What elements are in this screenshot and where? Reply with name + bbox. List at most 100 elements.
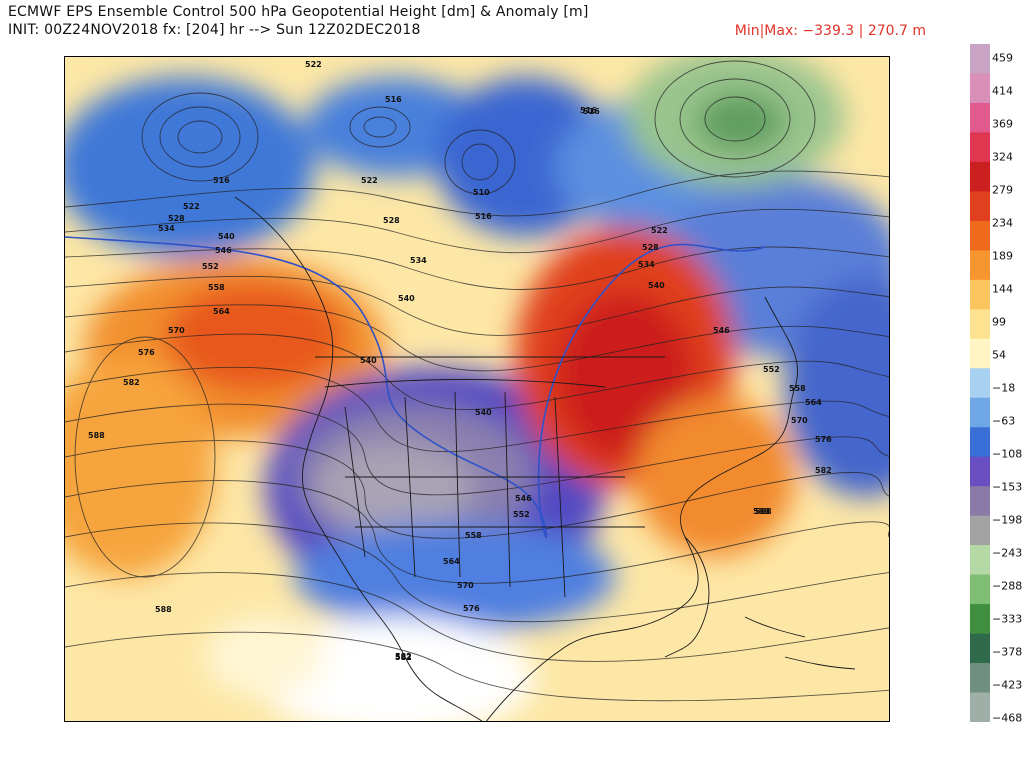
colorbar-label: −423: [992, 678, 1023, 692]
colorbar-swatch: [970, 309, 990, 340]
contour-label: 582: [395, 653, 412, 662]
colorbar-label: −378: [992, 645, 1023, 659]
colorbar-label: −63: [992, 414, 1016, 428]
contour-label: 546: [215, 246, 232, 255]
contour-label: 540: [648, 281, 665, 290]
contour-label: 540: [398, 294, 415, 303]
anomaly-field: [65, 57, 889, 721]
contour-label: 534: [638, 260, 655, 269]
colorbar-swatch: [970, 338, 990, 369]
contour-label: 564: [805, 398, 822, 407]
height-contours: [65, 60, 889, 702]
colorbar-label: 414: [992, 84, 1013, 98]
contour-label: 540: [218, 232, 235, 241]
contour-label: 522: [183, 202, 200, 211]
contour-label: 570: [168, 326, 185, 335]
contour-label: 534: [158, 224, 175, 233]
contour-label: 534: [410, 256, 427, 265]
contour-label: 552: [202, 262, 219, 271]
contour-label: 540: [475, 408, 492, 417]
contour-label: 570: [457, 581, 474, 590]
colorbar-swatch: [970, 250, 990, 281]
colorbar-label: −198: [992, 513, 1023, 527]
colorbar-label: 54: [992, 348, 1006, 362]
contour-label: 552: [513, 510, 530, 519]
map-canvas: 522 516 516 516 522 528 534 516 510 522 …: [65, 57, 889, 721]
contour-label: 522: [651, 226, 668, 235]
colorbar-swatch: [970, 427, 990, 458]
contour-label: 576: [463, 604, 480, 613]
colorbar-label: −333: [992, 612, 1023, 626]
contour-label: 576: [815, 435, 832, 444]
anomaly-colorbar: [970, 44, 990, 722]
contour-label: 576: [138, 348, 155, 357]
colorbar-swatch: [970, 604, 990, 635]
colorbar-label: −288: [992, 579, 1023, 593]
contour-label: 588: [755, 507, 772, 516]
contour-label: 582: [815, 466, 832, 475]
contour-label: 516: [583, 107, 600, 116]
colorbar-swatch: [970, 279, 990, 310]
colorbar-swatch: [970, 368, 990, 399]
colorbar-label: 369: [992, 117, 1013, 131]
contour-label: 528: [383, 216, 400, 225]
colorbar-swatch: [970, 73, 990, 104]
colorbar-swatch: [970, 574, 990, 605]
contour-label: 522: [361, 176, 378, 185]
colorbar-swatch: [970, 220, 990, 251]
contour-label: 558: [789, 384, 806, 393]
contour-label: 552: [763, 365, 780, 374]
colorbar-swatch: [970, 397, 990, 428]
colorbar-label: 234: [992, 216, 1013, 230]
colorbar-swatch: [970, 161, 990, 192]
map-title: ECMWF EPS Ensemble Control 500 hPa Geopo…: [8, 4, 589, 20]
colorbar-label: 189: [992, 249, 1013, 263]
colorbar-swatch: [970, 515, 990, 546]
colorbar-swatch: [970, 663, 990, 694]
contour-label: 516: [580, 106, 597, 115]
contour-label: 528: [642, 243, 659, 252]
colorbar-swatch: [970, 633, 990, 664]
colorbar-label: −243: [992, 546, 1023, 560]
colorbar-swatch: [970, 692, 990, 722]
map-panel: 522 516 516 516 522 528 534 516 510 522 …: [64, 56, 890, 722]
contour-label: 582: [123, 378, 140, 387]
contour-label: 588: [88, 431, 105, 440]
colorbar-label: 99: [992, 315, 1006, 329]
colorbar-swatch: [970, 456, 990, 487]
contour-label: 516: [385, 95, 402, 104]
contour-label: 570: [791, 416, 808, 425]
contour-label: 516: [475, 212, 492, 221]
map-subtitle: INIT: 00Z24NOV2018 fx: [204] hr --> Sun …: [8, 22, 421, 38]
colorbar-swatch: [970, 545, 990, 576]
colorbar-swatch: [970, 486, 990, 517]
contour-label: 558: [208, 283, 225, 292]
colorbar-label: −18: [992, 381, 1016, 395]
colorbar-label: −153: [992, 480, 1023, 494]
contour-label: 588: [155, 605, 172, 614]
colorbar-swatch: [970, 102, 990, 134]
contour-label: 540: [360, 356, 377, 365]
contour-label: 528: [168, 214, 185, 223]
contour-labels: 522 516 516 516 522 528 534 516 510 522 …: [88, 60, 832, 662]
contour-label: 522: [305, 60, 322, 69]
minmax-readout: Min|Max: −339.3 | 270.7 m: [734, 23, 926, 39]
colorbar-swatch: [970, 191, 990, 222]
contour-540: [65, 236, 766, 539]
contour-label: 582: [395, 652, 412, 661]
colorbar-label: 459: [992, 51, 1013, 65]
contour-label: 558: [465, 531, 482, 540]
coastlines: [234, 196, 856, 721]
colorbar-label: 144: [992, 282, 1013, 296]
contour-label: 564: [213, 307, 230, 316]
colorbar-label: −108: [992, 447, 1023, 461]
colorbar-swatch: [970, 132, 990, 163]
colorbar-swatch: [970, 44, 990, 75]
colorbar-label: −468: [992, 711, 1023, 725]
contour-label: 546: [713, 326, 730, 335]
contour-label: 510: [473, 188, 490, 197]
contour-label: 564: [443, 557, 460, 566]
colorbar-label: 279: [992, 183, 1013, 197]
contour-label: 546: [515, 494, 532, 503]
contour-label: 588: [753, 507, 770, 516]
